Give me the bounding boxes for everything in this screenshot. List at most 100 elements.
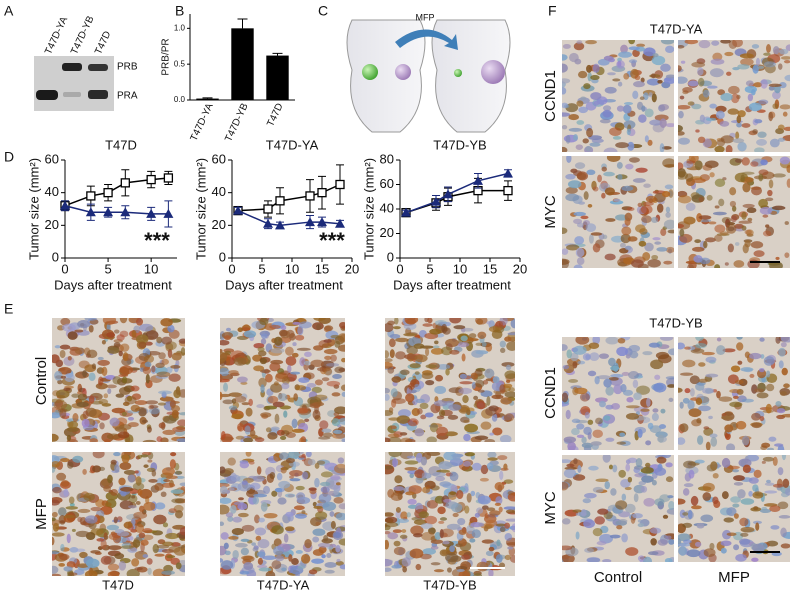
cell xyxy=(131,495,136,499)
cell xyxy=(110,489,119,496)
cell xyxy=(75,371,89,379)
cell xyxy=(507,332,515,336)
cell xyxy=(457,517,466,526)
cell xyxy=(507,546,514,550)
marker xyxy=(305,191,315,201)
cell xyxy=(127,422,139,428)
cell xyxy=(775,401,782,407)
cell xyxy=(678,171,689,180)
cell xyxy=(259,318,269,326)
cell xyxy=(305,452,312,458)
cell xyxy=(220,497,232,504)
cell xyxy=(162,541,174,547)
cell xyxy=(694,160,703,171)
cell xyxy=(751,412,761,421)
cell xyxy=(326,553,332,558)
western-blot: T47D-YA T47D-YB T47D PRB PRA xyxy=(34,14,138,111)
cell xyxy=(123,469,136,475)
cell xyxy=(734,158,743,163)
cell xyxy=(107,388,112,395)
cell xyxy=(294,513,307,519)
cell xyxy=(698,378,708,383)
cell xyxy=(228,405,238,411)
cell xyxy=(223,335,232,341)
cell xyxy=(659,103,669,111)
cell xyxy=(562,87,567,95)
cell xyxy=(484,438,496,442)
group-label: T47D-YB xyxy=(649,315,702,330)
cell xyxy=(509,555,515,563)
cell xyxy=(751,89,756,96)
cell xyxy=(478,522,485,527)
cell xyxy=(762,214,769,218)
cell xyxy=(480,464,489,475)
cell xyxy=(621,533,628,543)
cell xyxy=(562,248,569,255)
cell xyxy=(573,457,578,465)
cell xyxy=(777,137,786,142)
cell xyxy=(581,436,587,444)
cell xyxy=(735,420,747,430)
cell xyxy=(779,104,790,110)
cell xyxy=(601,166,607,172)
cell xyxy=(272,401,285,408)
cell xyxy=(781,455,787,461)
cell xyxy=(297,407,309,414)
cell xyxy=(309,402,320,408)
cell xyxy=(604,86,617,94)
cell xyxy=(145,400,159,405)
cell xyxy=(645,462,651,468)
cell xyxy=(741,398,754,403)
cell xyxy=(647,551,659,556)
cell xyxy=(283,410,288,418)
cell xyxy=(590,75,600,81)
cell xyxy=(97,359,110,366)
cell xyxy=(281,382,290,390)
cell xyxy=(655,351,670,360)
cell xyxy=(640,485,648,493)
cell xyxy=(52,460,61,468)
cell xyxy=(633,392,642,401)
cell xyxy=(297,325,304,336)
cell xyxy=(175,475,185,479)
cell xyxy=(589,142,601,147)
cell xyxy=(387,436,402,442)
cell xyxy=(687,101,695,106)
y-tick-label: 20 xyxy=(380,225,394,240)
annotation: *** xyxy=(144,228,170,253)
cell xyxy=(697,136,706,144)
cell xyxy=(303,360,311,366)
cell xyxy=(120,343,130,352)
cell xyxy=(584,547,595,553)
cell xyxy=(449,471,459,482)
cell xyxy=(687,400,695,410)
cell xyxy=(786,178,790,188)
cell xyxy=(572,474,586,481)
cell xyxy=(729,389,741,394)
cell xyxy=(599,400,606,408)
cell xyxy=(116,531,130,537)
cell xyxy=(608,464,614,470)
cell xyxy=(220,393,231,398)
cell xyxy=(313,318,326,321)
cell xyxy=(730,93,740,104)
cell xyxy=(90,506,102,512)
cell xyxy=(636,385,650,395)
cell xyxy=(772,91,781,100)
cell xyxy=(314,477,320,488)
cell xyxy=(595,417,603,425)
cell xyxy=(436,426,449,437)
cell xyxy=(297,565,306,570)
cell xyxy=(421,531,435,541)
cell xyxy=(778,347,786,357)
cell xyxy=(501,362,515,368)
cell xyxy=(695,342,707,349)
cell xyxy=(289,469,304,477)
cell xyxy=(241,555,254,561)
cell xyxy=(570,352,579,362)
cell xyxy=(488,568,494,576)
cell xyxy=(572,361,578,369)
cell xyxy=(694,541,702,547)
cell xyxy=(778,63,783,70)
cell xyxy=(337,333,345,343)
